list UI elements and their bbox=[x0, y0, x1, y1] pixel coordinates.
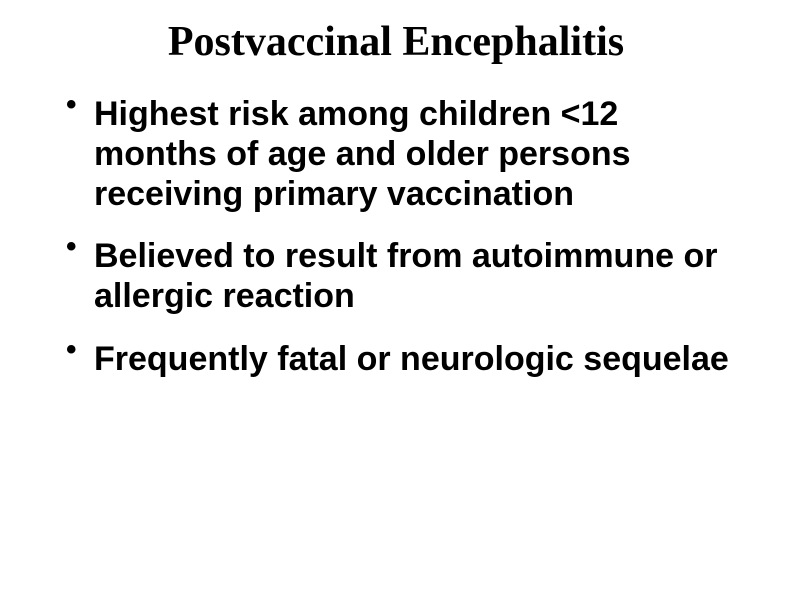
bullet-text: Highest risk among children <12 months o… bbox=[94, 95, 631, 213]
slide: Postvaccinal Encephalitis Highest risk a… bbox=[0, 0, 792, 612]
slide-title: Postvaccinal Encephalitis bbox=[60, 18, 732, 66]
bullet-text: Frequently fatal or neurologic sequelae bbox=[94, 340, 729, 378]
bullet-list: Highest risk among children <12 months o… bbox=[60, 94, 732, 379]
bullet-item: Frequently fatal or neurologic sequelae bbox=[60, 339, 732, 379]
bullet-item: Believed to result from autoimmune or al… bbox=[60, 236, 732, 316]
bullet-item: Highest risk among children <12 months o… bbox=[60, 94, 732, 214]
bullet-text: Believed to result from autoimmune or al… bbox=[94, 237, 717, 315]
